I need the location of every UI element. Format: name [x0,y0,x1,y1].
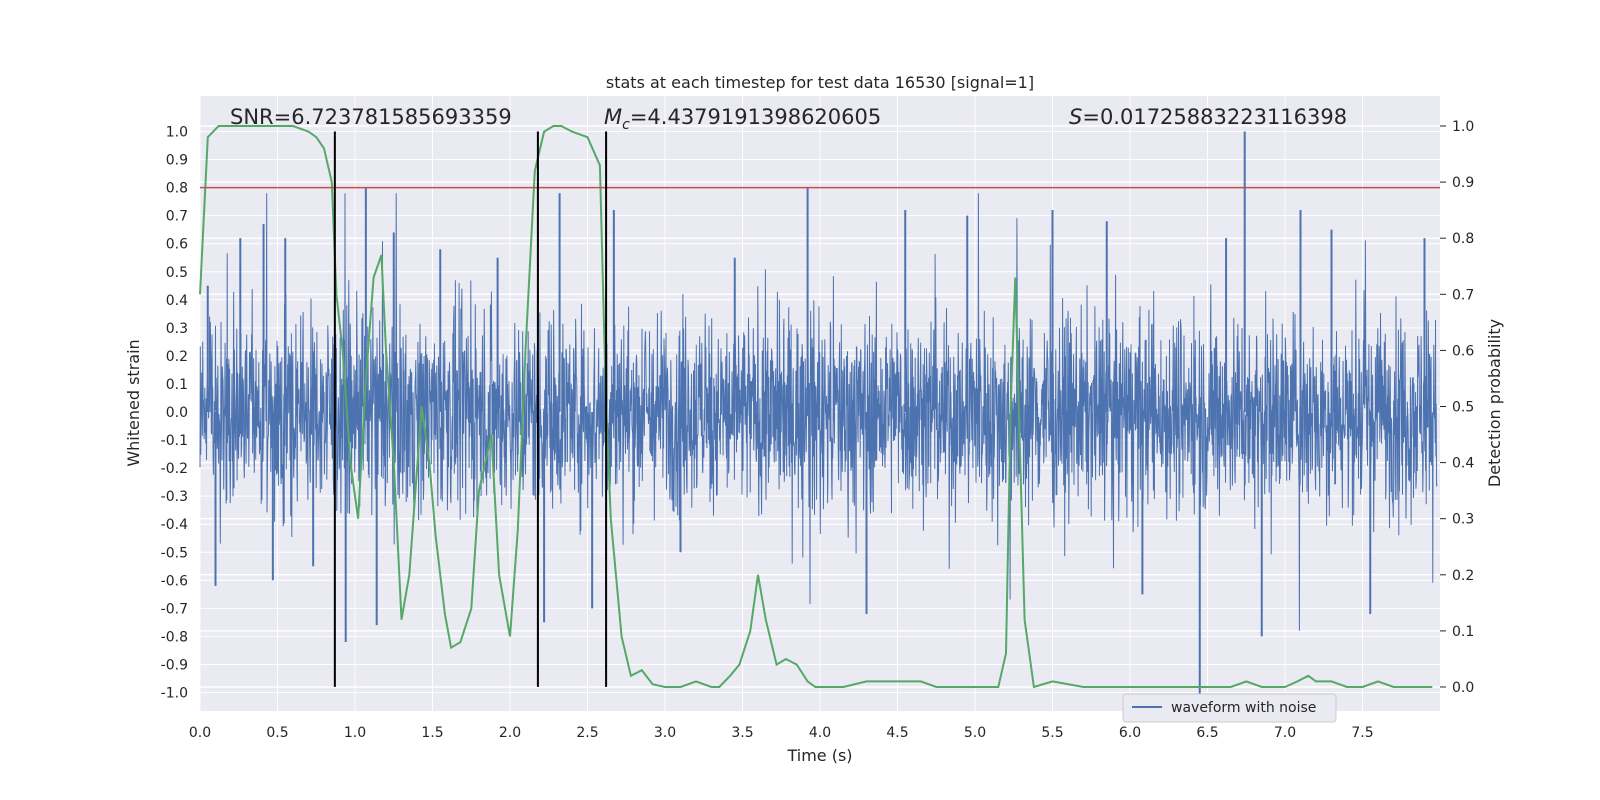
y-tick-label: 0.2 [166,349,188,365]
axis-ticks: 0.0 0.5 1.0 1.5 2.0 2.5 3.0 3.5 4.0 4.5 5.0 5.5 6.0 6… [161,119,1475,741]
legend: waveform with noise [1122,693,1337,723]
y-tick-label: 0.3 [166,321,188,337]
y2-tick-label: 0.9 [1452,175,1474,191]
x-tick-label: 3.5 [731,725,753,741]
reference-lines [200,131,1440,687]
x-tick-label: 5.5 [1041,725,1063,741]
waveform-line [199,193,1438,631]
x-tick-label: 6.5 [1196,725,1218,741]
x-tick-label: 6.0 [1119,725,1141,741]
y2-tick-label: 0.6 [1452,343,1474,359]
y-tick-label: 0.4 [166,293,188,309]
y-tick-label: -0.7 [161,601,188,617]
y2-tick-label: 0.2 [1452,568,1474,584]
y2-tick-label: 0.8 [1452,231,1474,247]
x-tick-label: 2.0 [499,725,521,741]
y-tick-label: 1.0 [166,125,188,141]
chart-title: stats at each timestep for test data 165… [606,73,1034,92]
y2-axis-label: Detection probability [1485,319,1504,487]
x-tick-label: 0.5 [266,725,288,741]
x-tick-label: 0.0 [189,725,211,741]
y-axis-label: Whitened strain [124,339,143,466]
x-tick-label: 7.5 [1351,725,1373,741]
y-tick-label: 0.0 [166,405,188,421]
y2-tick-label: 0.1 [1452,624,1474,640]
chirp-mass-annotation: Mc=4.4379191398620605 [604,105,881,133]
s-annotation: S=0.01725883223116398 [1069,105,1347,129]
x-tick-label: 1.0 [344,725,366,741]
y-tick-label: 0.9 [166,153,188,169]
y-tick-label: -1.0 [161,686,188,702]
legend-box [1122,693,1337,723]
x-axis-label: Time (s) [786,746,852,765]
y-tick-label: -0.6 [161,573,188,589]
snr-annotation: SNR=6.723781585693359 [230,105,512,129]
y-tick-label: 0.7 [166,209,188,225]
probability-series [199,125,1433,689]
x-tick-label: 7.0 [1274,725,1296,741]
y2-tick-label: 0.7 [1452,287,1474,303]
y-tick-label: 0.1 [166,377,188,393]
x-tick-label: 4.0 [809,725,831,741]
y-tick-label: -0.4 [161,517,188,533]
x-tick-label: 2.5 [576,725,598,741]
y-tick-label: -0.8 [161,629,188,645]
legend-label: waveform with noise [1171,700,1316,716]
y-tick-label: -0.5 [161,545,188,561]
x-tick-label: 3.0 [654,725,676,741]
y2-tick-label: 0.4 [1452,456,1474,472]
y-tick-label: 0.6 [166,237,188,253]
y2-tick-label: 0.0 [1452,680,1474,696]
y-tick-label: -0.1 [161,433,188,449]
y2-tick-label: 0.3 [1452,512,1474,528]
x-tick-label: 1.5 [421,725,443,741]
y-tick-label: -0.9 [161,657,188,673]
y-tick-label: 0.8 [166,181,188,197]
x-tick-label: 5.0 [964,725,986,741]
y-tick-label: -0.3 [161,489,188,505]
x-tick-label: 4.5 [886,725,908,741]
probability-line [199,125,1433,689]
y-tick-label: -0.2 [161,461,188,477]
y2-tick-label: 0.5 [1452,400,1474,416]
y-tick-label: 0.5 [166,265,188,281]
y2-tick-label: 1.0 [1452,119,1474,135]
